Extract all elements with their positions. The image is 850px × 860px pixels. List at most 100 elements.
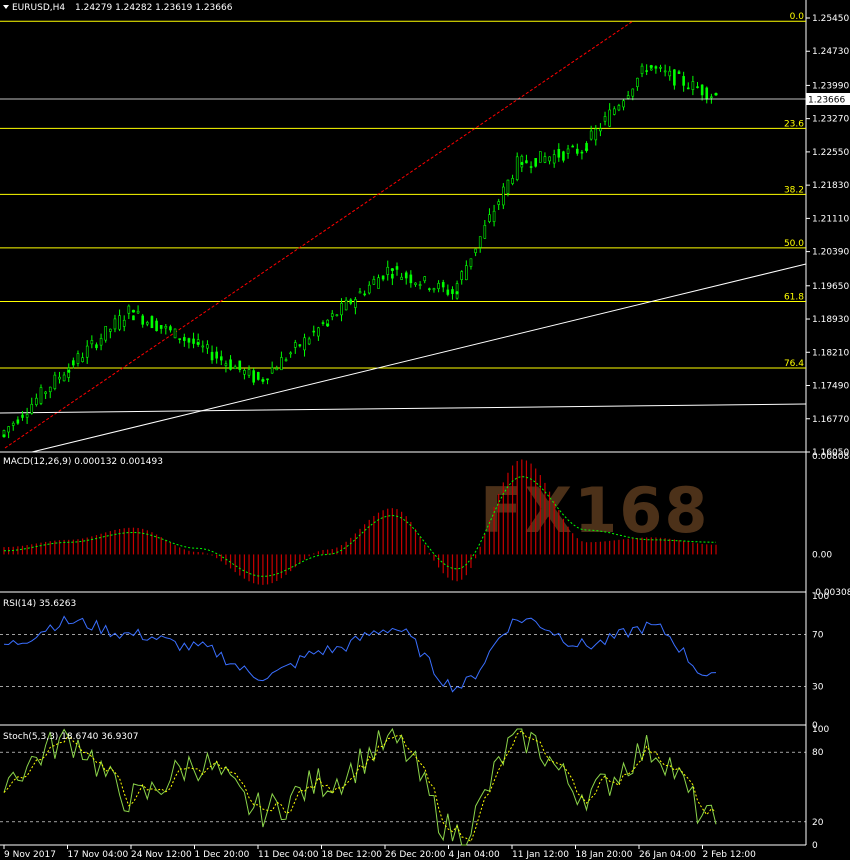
macd-histogram-bar: [63, 539, 65, 555]
candle-body: [654, 66, 658, 69]
candle-body: [451, 289, 454, 294]
macd-histogram-bar: [229, 554, 232, 569]
candle-body: [497, 201, 501, 205]
candle-body: [247, 369, 251, 376]
stoch-label: Stoch(5,3,3) 18.6740 36.9307: [3, 732, 138, 742]
candle-body: [441, 282, 445, 288]
time-axis: 9 Nov 2017 17 Nov 04:00 24 Nov 12:00 1 Dec …: [3, 845, 756, 860]
candle-body: [492, 210, 496, 222]
candle-body: [617, 105, 621, 111]
candle-body: [386, 266, 390, 275]
macd-histogram-bar: [359, 528, 361, 555]
macd-histogram-bar: [474, 554, 477, 559]
candle-body: [127, 305, 131, 314]
candle-body: [539, 151, 542, 163]
macd-histogram-bar: [590, 542, 592, 555]
candle-body: [557, 148, 561, 158]
candle-body: [520, 155, 524, 168]
candle-body: [99, 338, 103, 346]
macd-histogram-bar: [696, 543, 699, 555]
dropdown-triangle-icon[interactable]: [3, 5, 9, 9]
candle-body: [488, 214, 491, 222]
macd-histogram-bar: [391, 508, 393, 555]
ohlc-label: 1.24279 1.24282 1.23619 1.23666: [75, 3, 233, 13]
trendline-white-support: [31, 263, 807, 453]
price-data-point: [649, 64, 653, 69]
macd-histogram-bar: [664, 538, 666, 555]
candle-body: [303, 337, 306, 351]
trendline-red: [4, 20, 634, 449]
macd-histogram-bar: [72, 539, 74, 555]
price-tick-label: 1.25450: [812, 14, 849, 24]
macd-axis-ticks: 0.008086 0.00 -0.003086: [812, 452, 850, 598]
macd-histogram-bar: [622, 539, 625, 555]
macd-histogram-bar: [368, 519, 370, 555]
rsi-tick-label: 70: [812, 631, 824, 641]
macd-histogram-bar: [456, 554, 458, 582]
candle-body: [372, 278, 376, 285]
macd-histogram-bar: [280, 554, 283, 579]
candle-body: [7, 426, 10, 433]
macd-histogram-bar: [211, 554, 213, 556]
macd-histogram-bar: [636, 537, 639, 555]
macd-histogram-bar: [216, 554, 218, 559]
symbol-label: EURUSD,H4: [12, 3, 65, 13]
macd-histogram-bar: [331, 549, 333, 555]
price-tick-label: 1.18930: [812, 315, 849, 325]
candle-body: [72, 360, 75, 366]
macd-histogram-bar: [220, 554, 222, 562]
candle-body: [580, 151, 584, 154]
price-data-point: [261, 378, 265, 383]
candle-body: [53, 374, 57, 389]
macd-histogram-bar: [239, 554, 241, 576]
rsi-tick-label: 0: [812, 721, 818, 731]
time-tick-label: 18 Dec 12:00: [322, 850, 383, 860]
candle-body: [589, 130, 593, 140]
candle-body: [169, 326, 172, 331]
rsi-indicator: [0, 615, 806, 693]
macd-histogram-bar: [572, 533, 574, 555]
macd-histogram-bar: [21, 545, 24, 555]
candle-body: [344, 299, 348, 311]
macd-histogram-bar: [146, 530, 148, 555]
candle-body: [215, 351, 218, 359]
macd-histogram-bar: [234, 554, 236, 573]
candle-body: [317, 327, 320, 337]
candle-body: [11, 422, 15, 426]
candle-body: [599, 128, 602, 132]
macd-histogram-bar: [271, 554, 273, 584]
macd-histogram-bar: [54, 540, 56, 555]
macd-histogram-bar: [322, 550, 324, 555]
candle-body: [136, 310, 140, 314]
macd-histogram-bar: [479, 546, 481, 555]
watermark-text: FX168: [480, 474, 710, 547]
rsi-axis-ticks: 100 70 30 0: [812, 592, 829, 731]
macd-histogram-bar: [461, 554, 463, 580]
time-tick-label: 9 Nov 2017: [4, 850, 56, 860]
macd-histogram-bar: [678, 540, 680, 555]
time-tick-label: 18 Jan 20:00: [576, 850, 633, 860]
price-data-point: [131, 309, 136, 313]
macd-histogram-bar: [276, 554, 278, 582]
macd-histogram-bar: [105, 532, 107, 555]
macd-histogram-bar: [687, 541, 689, 555]
price-data-point: [67, 369, 71, 373]
macd-histogram-bar: [303, 554, 306, 560]
macd-histogram-bar: [627, 538, 629, 555]
macd-histogram-bar: [419, 536, 421, 555]
trendline-white-lower: [0, 403, 807, 414]
macd-histogram-bar: [350, 537, 352, 555]
macd-histogram-bar: [285, 554, 287, 575]
macd-histogram-bar: [553, 500, 555, 555]
candle-body: [48, 386, 52, 393]
candle-body: [95, 344, 98, 349]
candle-body: [409, 274, 413, 284]
macd-histogram-bar: [424, 544, 426, 555]
stoch-tick-label: 0: [812, 841, 818, 851]
macd-histogram-bar: [673, 539, 675, 555]
time-tick-label: 26 Dec 20:00: [385, 850, 446, 860]
candle-body: [663, 70, 667, 73]
candle-body: [391, 273, 394, 279]
price-tick-label: 1.22550: [812, 148, 849, 158]
macd-histogram-bar: [253, 554, 255, 584]
